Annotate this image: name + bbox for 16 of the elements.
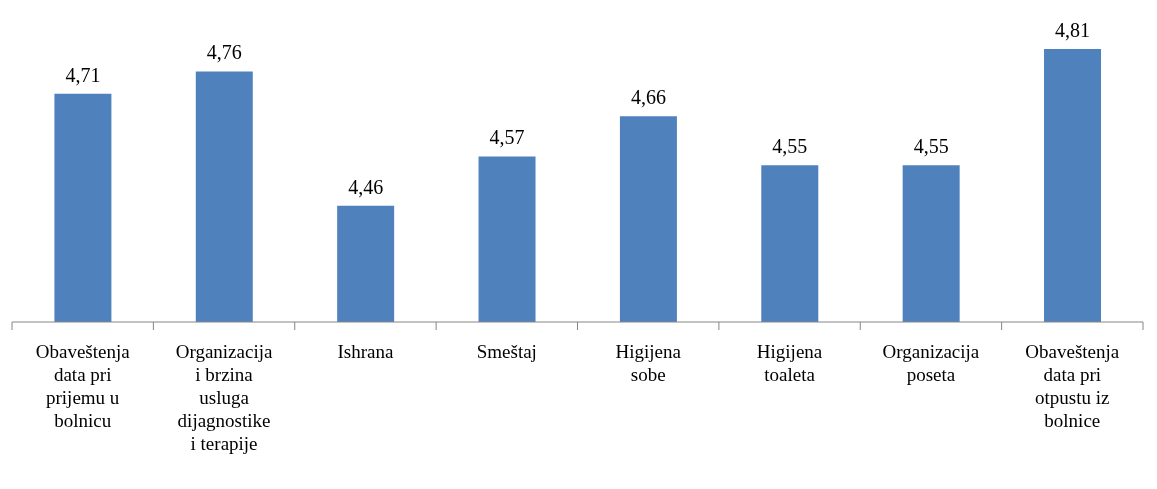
data-label: 4,66: [630, 86, 666, 109]
x-tick-label: Organizacija i brzina usluga dijagnostike i terapije: [175, 341, 273, 454]
data-label: 4,46: [348, 175, 384, 198]
data-label: 4,55: [772, 135, 808, 158]
x-tick-label: Obaveštenja data pri otpustu iz bolnice: [1025, 341, 1120, 431]
data-label: 4,57: [489, 126, 525, 149]
x-tick-label: Smeštaj: [476, 341, 537, 362]
x-tick-label: Higijena sobe: [615, 341, 682, 385]
x-tick-label: Ishrana: [337, 341, 394, 362]
data-label: 4,71: [65, 63, 101, 86]
data-label: 4,76: [206, 41, 242, 64]
x-tick-label: Organizacija poseta: [882, 341, 980, 385]
x-tick-label: Higijena toaleta: [756, 341, 823, 385]
data-label: 4,55: [913, 135, 949, 158]
x-tick-label: Obaveštenja data pri prijemu u bolnicu: [35, 341, 131, 431]
data-label: 4,81: [1055, 19, 1091, 41]
